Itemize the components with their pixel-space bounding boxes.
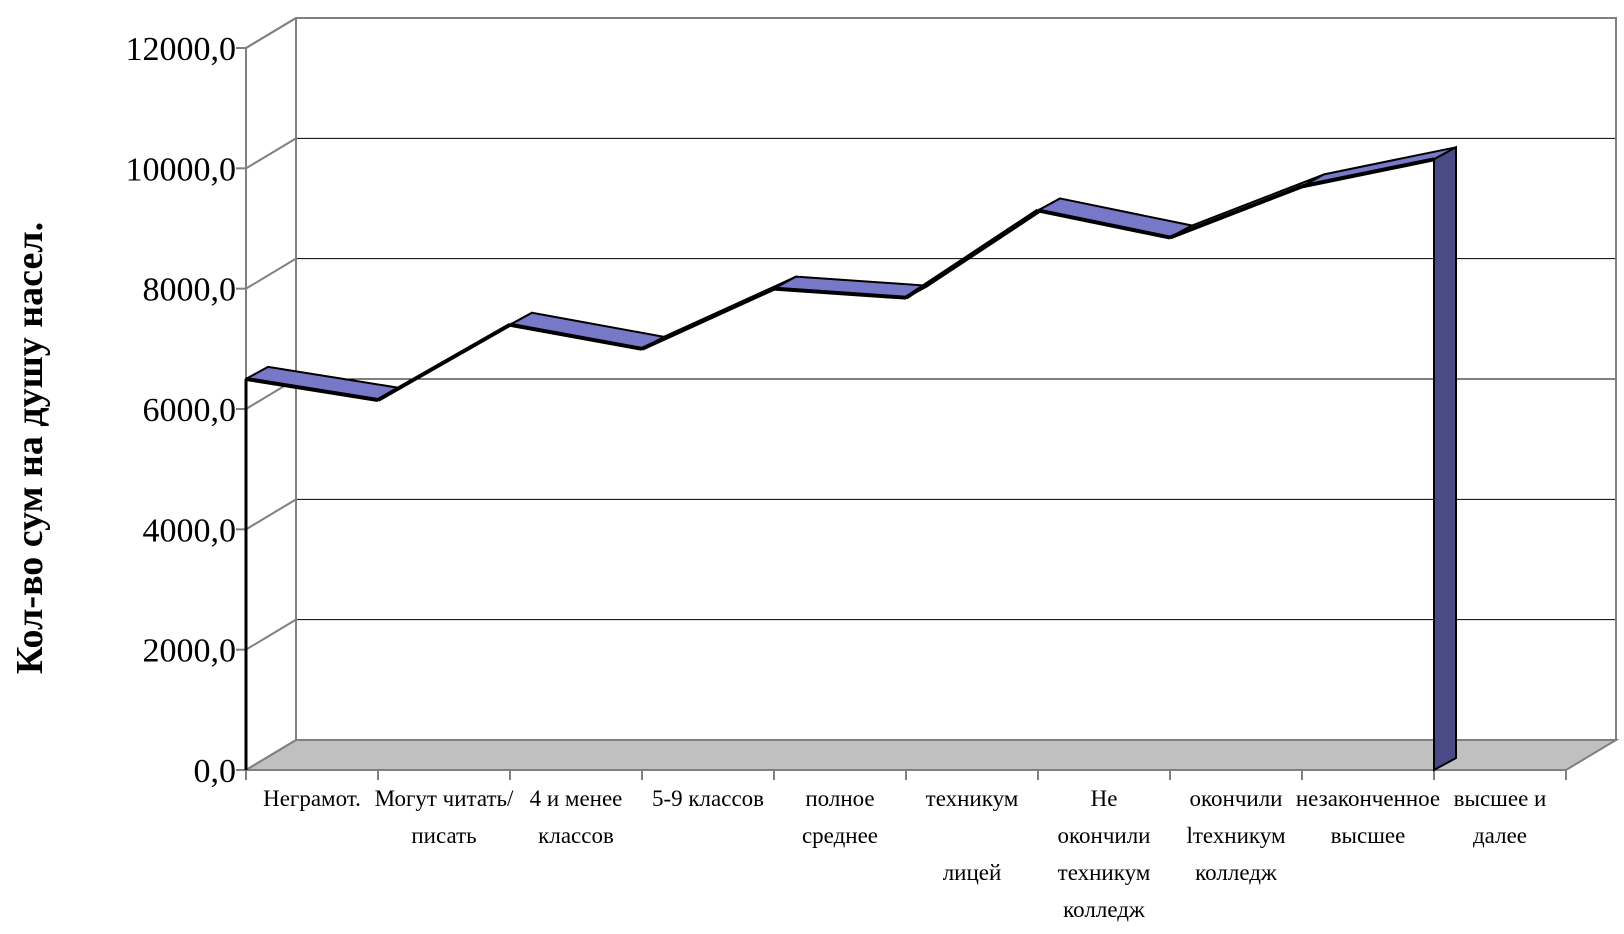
floor-plane (242, 739, 1620, 771)
series-line (773, 286, 907, 300)
series-line (641, 286, 775, 351)
x-tick-label: окончили (1190, 786, 1283, 811)
x-tick-label: 5-9 классов (652, 786, 764, 811)
gridlines (245, 17, 1616, 771)
series-line (904, 208, 1040, 300)
x-tick-label: колледж (1195, 860, 1277, 885)
x-tick-label: lтехникум (1186, 823, 1286, 848)
x-tick-label: высшее и (1454, 786, 1547, 811)
y-tick-label: 0,0 (194, 753, 237, 790)
side-wall-line (245, 498, 297, 531)
series-line (1301, 157, 1435, 189)
x-tick-label: Не (1091, 786, 1118, 811)
side-wall-line (245, 739, 297, 771)
series-line (1169, 184, 1303, 240)
series-line (509, 322, 643, 351)
y-axis-top-edge (245, 17, 297, 49)
y-tick-label: 4000,0 (143, 512, 237, 549)
series-line (1037, 208, 1171, 240)
series-line (245, 376, 379, 402)
y-axis-title: Кол-во сум на душу насел. (9, 222, 51, 674)
series-segment (1037, 197, 1193, 239)
y-tick-label: 8000,0 (143, 272, 237, 309)
x-tick-label: незаконченное (1296, 786, 1440, 811)
x-tick-label: лицей (943, 860, 1002, 885)
x-tick-label: окончили (1058, 823, 1151, 848)
side-wall-line (245, 257, 297, 290)
x-tick-label: 4 и менее (530, 786, 623, 811)
x-tick-labels: Неграмот. Могут читать/писать 4 и менее кла… (263, 786, 1546, 922)
x-tick-label: среднее (802, 823, 878, 848)
y-tick-label: 2000,0 (143, 633, 237, 670)
x-tick-label: далее (1473, 823, 1527, 848)
x-tick-label: техникум (926, 786, 1019, 811)
x-tick-label: полное (805, 786, 874, 811)
y-tick-label: 12000,0 (126, 31, 237, 68)
series-line (377, 323, 511, 402)
series-end-face (1433, 145, 1457, 772)
y-tick-label: 10000,0 (126, 151, 237, 188)
x-tick-label: техникум (1058, 860, 1151, 885)
x-tick-label: писать (411, 823, 476, 848)
x-tick-label: Неграмот. (263, 786, 361, 811)
side-wall-line (245, 618, 297, 651)
side-wall-line (245, 137, 297, 170)
chart-floor (242, 739, 1620, 771)
y-tick-labels: 0,0 2000,0 4000,0 6000,0 8000,0 10000,0 12000,… (126, 31, 237, 790)
y-tick-label: 6000,0 (143, 392, 237, 429)
axes (236, 17, 1617, 780)
x-tick-label: колледж (1063, 897, 1145, 922)
x-tick-label: Могут читать/ (375, 786, 514, 811)
x-tick-label: классов (538, 823, 614, 848)
series-ribbon (244, 145, 1457, 772)
x-tick-label: высшее (1331, 823, 1406, 848)
